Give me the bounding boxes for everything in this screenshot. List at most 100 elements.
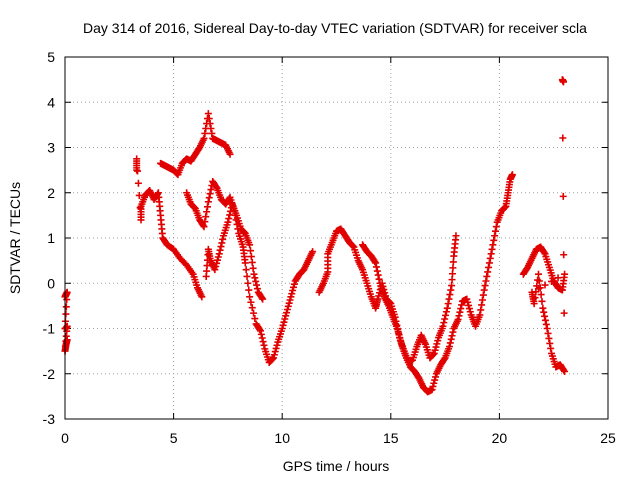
- data-point: [374, 271, 382, 279]
- chart-title: Day 314 of 2016, Sidereal Day-to-day VTE…: [83, 20, 587, 36]
- series-scla-h: [519, 76, 569, 375]
- data-point: [530, 300, 538, 308]
- data-point: [491, 227, 499, 235]
- y-tick-label: 5: [47, 49, 55, 65]
- data-point: [546, 339, 554, 347]
- data-point: [215, 250, 223, 258]
- data-point: [154, 190, 162, 198]
- data-point: [136, 204, 144, 212]
- data-point: [489, 241, 497, 249]
- data-point: [283, 309, 291, 317]
- data-point: [491, 232, 499, 240]
- data-point: [445, 295, 453, 303]
- data-point: [428, 386, 436, 394]
- data-point: [483, 272, 491, 280]
- data-point: [445, 343, 453, 351]
- data-point: [212, 263, 220, 271]
- data-point: [446, 291, 454, 299]
- data-point: [559, 78, 567, 86]
- data-point: [536, 284, 544, 292]
- data-point: [273, 341, 281, 349]
- data-point: [466, 308, 474, 316]
- data-point: [258, 294, 266, 302]
- data-point: [289, 283, 297, 291]
- data-point: [243, 272, 251, 280]
- data-point: [560, 309, 568, 317]
- data-point: [396, 334, 404, 342]
- x-tick-label: 20: [492, 430, 508, 446]
- data-point: [394, 328, 402, 336]
- data-point: [449, 328, 457, 336]
- data-point: [62, 310, 70, 318]
- data-point: [431, 346, 439, 354]
- data-point: [206, 120, 214, 128]
- data-point: [257, 330, 265, 338]
- data-point: [213, 256, 221, 264]
- data-point: [226, 150, 234, 158]
- data-point: [547, 344, 555, 352]
- data-point: [201, 218, 209, 226]
- data-point: [456, 308, 464, 316]
- data-point: [375, 275, 383, 283]
- data-point: [213, 259, 221, 267]
- data-point: [287, 293, 295, 301]
- data-points: [61, 76, 569, 396]
- axis-ticks: 0 5 10 15 20 25 -3 -2 -1 0 1 2 3 4 5: [43, 49, 616, 446]
- data-point: [429, 382, 437, 390]
- data-point: [224, 218, 232, 226]
- data-point: [559, 192, 567, 200]
- data-point: [202, 213, 210, 221]
- data-point: [248, 258, 256, 266]
- data-point: [539, 304, 547, 312]
- data-point: [203, 203, 211, 211]
- data-point: [373, 267, 381, 275]
- data-point: [278, 325, 286, 332]
- x-axis-label: GPS time / hours: [283, 458, 390, 474]
- data-point: [246, 247, 254, 255]
- series-scla-c: [157, 110, 234, 179]
- data-point: [485, 263, 493, 271]
- data-point: [429, 350, 437, 358]
- data-point: [250, 309, 258, 317]
- data-point: [241, 259, 249, 267]
- data-point: [349, 242, 357, 250]
- series-scla-e: [202, 200, 267, 303]
- data-point: [441, 315, 449, 323]
- data-point: [484, 268, 492, 276]
- data-point: [477, 306, 485, 314]
- data-point: [201, 129, 209, 137]
- data-point: [560, 366, 568, 374]
- data-point: [286, 296, 294, 304]
- series-scla-b: [133, 155, 206, 301]
- data-point: [448, 332, 456, 340]
- data-point: [458, 301, 466, 309]
- data-point: [284, 302, 292, 310]
- data-point: [225, 215, 233, 223]
- data-point: [63, 296, 71, 304]
- data-point: [541, 316, 549, 324]
- data-point: [270, 351, 278, 359]
- data-point: [476, 311, 484, 319]
- data-point: [246, 241, 254, 249]
- y-axis-label: SDTVAR / TECUs: [7, 182, 23, 294]
- data-point: [260, 341, 268, 349]
- data-point: [62, 303, 70, 311]
- data-point: [490, 236, 498, 244]
- data-point: [246, 293, 254, 301]
- data-point: [249, 264, 257, 272]
- y-tick-label: -2: [43, 366, 56, 382]
- data-point: [199, 221, 207, 229]
- data-point: [448, 276, 456, 284]
- y-tick-label: 4: [47, 94, 55, 110]
- data-point: [439, 322, 447, 330]
- data-point: [434, 337, 442, 345]
- x-tick-label: 25: [600, 430, 616, 446]
- data-point: [397, 337, 405, 345]
- data-point: [446, 339, 454, 347]
- data-point: [534, 270, 542, 278]
- data-point: [488, 245, 496, 253]
- data-point: [247, 298, 255, 306]
- grid-lines: [65, 57, 608, 419]
- data-point: [374, 295, 382, 303]
- y-tick-label: -3: [43, 411, 56, 427]
